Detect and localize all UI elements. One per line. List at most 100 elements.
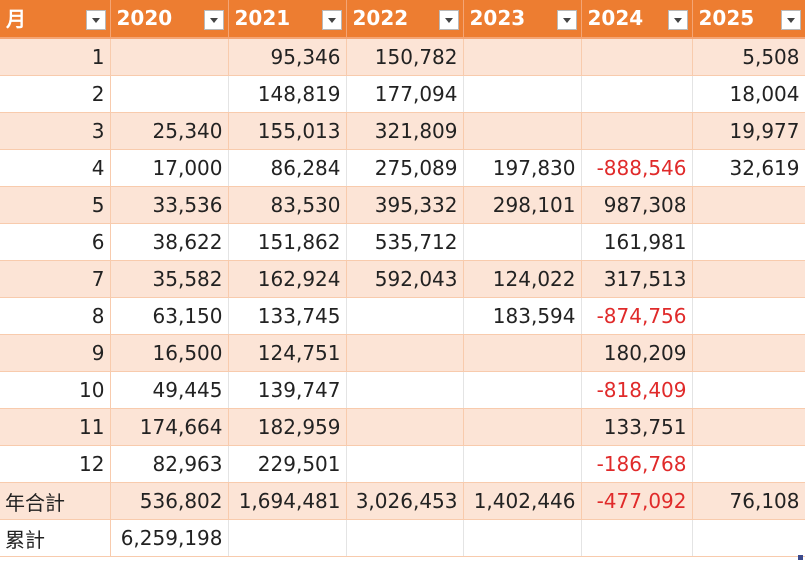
row-label-cell[interactable]: 1 <box>0 38 111 76</box>
value-cell[interactable]: 183,594 <box>463 297 582 335</box>
value-cell[interactable] <box>346 445 464 483</box>
value-cell[interactable]: 177,094 <box>346 75 464 113</box>
value-cell[interactable] <box>692 223 805 261</box>
value-cell[interactable]: 174,664 <box>110 408 229 446</box>
value-cell[interactable] <box>463 334 582 372</box>
value-cell[interactable] <box>346 334 464 372</box>
value-cell[interactable]: 275,089 <box>346 149 464 187</box>
header-year-2025[interactable]: 2025 <box>692 0 805 39</box>
row-label-cell[interactable]: 7 <box>0 260 111 298</box>
value-cell[interactable] <box>346 408 464 446</box>
header-year-2022[interactable]: 2022 <box>346 0 464 39</box>
value-cell[interactable] <box>463 408 582 446</box>
value-cell[interactable]: 155,013 <box>228 112 347 150</box>
value-cell[interactable]: 25,340 <box>110 112 229 150</box>
value-cell[interactable]: 1,402,446 <box>463 482 582 520</box>
value-cell[interactable] <box>692 445 805 483</box>
value-cell[interactable] <box>692 260 805 298</box>
row-label-cell[interactable]: 5 <box>0 186 111 224</box>
row-label-cell[interactable]: 3 <box>0 112 111 150</box>
value-cell[interactable]: 148,819 <box>228 75 347 113</box>
value-cell[interactable] <box>692 408 805 446</box>
value-cell[interactable]: -477,092 <box>581 482 693 520</box>
value-cell[interactable]: -874,756 <box>581 297 693 335</box>
header-year-2023[interactable]: 2023 <box>463 0 582 39</box>
filter-dropdown-icon[interactable] <box>667 10 688 30</box>
value-cell[interactable] <box>463 223 582 261</box>
value-cell[interactable] <box>346 371 464 409</box>
value-cell[interactable]: 298,101 <box>463 186 582 224</box>
value-cell[interactable]: 86,284 <box>228 149 347 187</box>
row-label-cell[interactable]: 8 <box>0 297 111 335</box>
value-cell[interactable] <box>228 519 347 557</box>
value-cell[interactable] <box>463 112 582 150</box>
filter-dropdown-icon[interactable] <box>438 10 459 30</box>
row-label-cell[interactable]: 年合計 <box>0 482 111 520</box>
value-cell[interactable] <box>463 519 582 557</box>
value-cell[interactable]: 535,712 <box>346 223 464 261</box>
value-cell[interactable]: 95,346 <box>228 38 347 76</box>
value-cell[interactable]: 124,751 <box>228 334 347 372</box>
value-cell[interactable]: 987,308 <box>581 186 693 224</box>
row-label-cell[interactable]: 6 <box>0 223 111 261</box>
row-label-cell[interactable]: 12 <box>0 445 111 483</box>
value-cell[interactable]: 76,108 <box>692 482 805 520</box>
value-cell[interactable]: 33,536 <box>110 186 229 224</box>
filter-dropdown-icon[interactable] <box>780 10 801 30</box>
value-cell[interactable]: 63,150 <box>110 297 229 335</box>
value-cell[interactable]: 3,026,453 <box>346 482 464 520</box>
filter-dropdown-icon[interactable] <box>85 10 106 30</box>
value-cell[interactable]: 229,501 <box>228 445 347 483</box>
value-cell[interactable]: -186,768 <box>581 445 693 483</box>
row-label-cell[interactable]: 9 <box>0 334 111 372</box>
header-year-2021[interactable]: 2021 <box>228 0 347 39</box>
value-cell[interactable] <box>692 519 805 557</box>
value-cell[interactable]: -888,546 <box>581 149 693 187</box>
value-cell[interactable]: 321,809 <box>346 112 464 150</box>
value-cell[interactable]: 38,622 <box>110 223 229 261</box>
row-label-cell[interactable]: 累計 <box>0 519 111 557</box>
filter-dropdown-icon[interactable] <box>203 10 224 30</box>
value-cell[interactable]: 16,500 <box>110 334 229 372</box>
value-cell[interactable]: 592,043 <box>346 260 464 298</box>
value-cell[interactable]: 151,862 <box>228 223 347 261</box>
value-cell[interactable] <box>463 371 582 409</box>
row-label-cell[interactable]: 2 <box>0 75 111 113</box>
value-cell[interactable]: 161,981 <box>581 223 693 261</box>
header-year-2024[interactable]: 2024 <box>581 0 693 39</box>
value-cell[interactable] <box>346 519 464 557</box>
value-cell[interactable] <box>463 75 582 113</box>
value-cell[interactable] <box>692 297 805 335</box>
value-cell[interactable] <box>581 38 693 76</box>
header-year-2020[interactable]: 2020 <box>110 0 229 39</box>
row-label-cell[interactable]: 11 <box>0 408 111 446</box>
row-label-cell[interactable]: 4 <box>0 149 111 187</box>
value-cell[interactable]: 180,209 <box>581 334 693 372</box>
value-cell[interactable]: 1,694,481 <box>228 482 347 520</box>
header-month[interactable]: 月 <box>0 0 111 39</box>
value-cell[interactable]: 133,745 <box>228 297 347 335</box>
value-cell[interactable] <box>463 445 582 483</box>
value-cell[interactable] <box>581 519 693 557</box>
value-cell[interactable] <box>581 75 693 113</box>
value-cell[interactable]: 124,022 <box>463 260 582 298</box>
value-cell[interactable]: 18,004 <box>692 75 805 113</box>
value-cell[interactable]: 139,747 <box>228 371 347 409</box>
value-cell[interactable] <box>110 75 229 113</box>
table-resize-handle[interactable] <box>798 555 803 560</box>
value-cell[interactable] <box>463 38 582 76</box>
value-cell[interactable]: 6,259,198 <box>110 519 229 557</box>
value-cell[interactable]: 133,751 <box>581 408 693 446</box>
value-cell[interactable]: 82,963 <box>110 445 229 483</box>
value-cell[interactable]: 83,530 <box>228 186 347 224</box>
value-cell[interactable]: -818,409 <box>581 371 693 409</box>
value-cell[interactable]: 150,782 <box>346 38 464 76</box>
filter-dropdown-icon[interactable] <box>556 10 577 30</box>
value-cell[interactable]: 19,977 <box>692 112 805 150</box>
value-cell[interactable]: 5,508 <box>692 38 805 76</box>
value-cell[interactable] <box>692 371 805 409</box>
value-cell[interactable]: 197,830 <box>463 149 582 187</box>
value-cell[interactable] <box>346 297 464 335</box>
value-cell[interactable] <box>692 186 805 224</box>
row-label-cell[interactable]: 10 <box>0 371 111 409</box>
